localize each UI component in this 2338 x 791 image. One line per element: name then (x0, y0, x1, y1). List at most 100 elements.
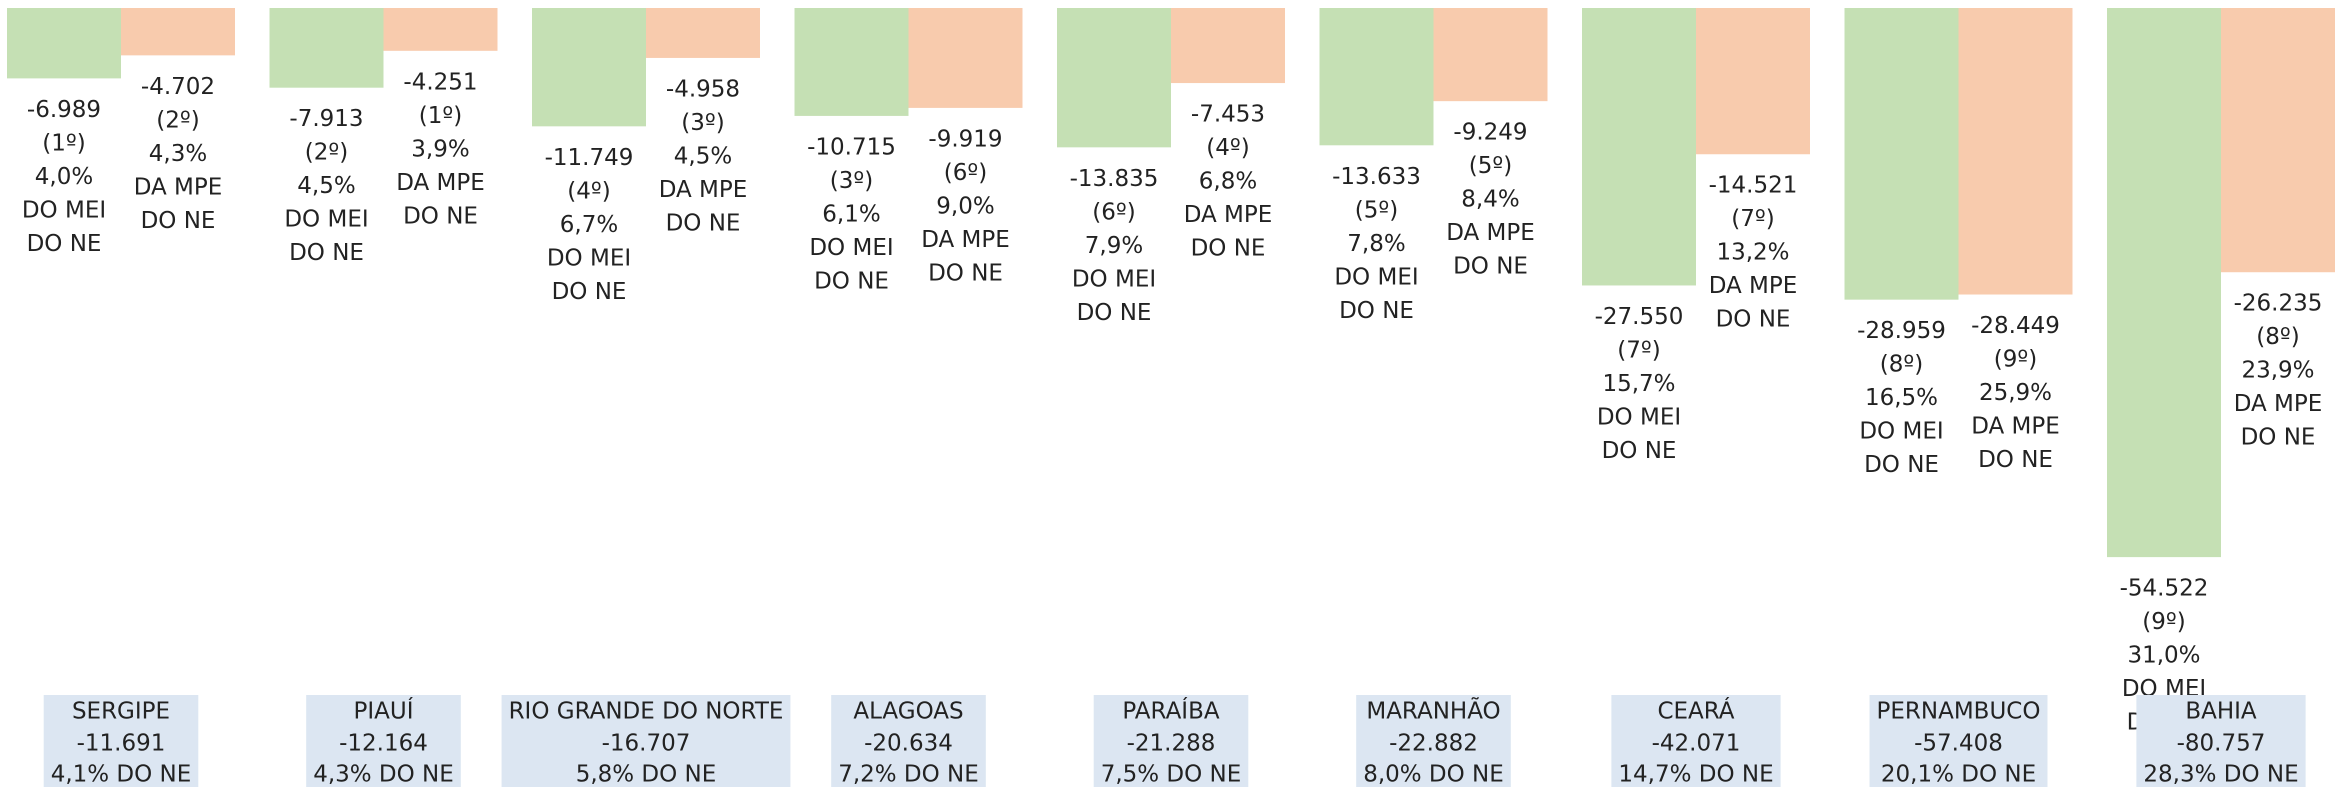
bar (794, 8, 909, 116)
state-box-bg (1611, 695, 1781, 787)
bar-label: DO MEI (547, 245, 631, 271)
bar (1696, 8, 1810, 155)
bar-label: 6,8% (1199, 169, 1257, 195)
bar-label: -13.835 (1070, 166, 1159, 192)
state-total: -22.882 (1389, 731, 1478, 757)
state-box-bg (501, 695, 791, 787)
bar-label: 15,7% (1602, 371, 1675, 397)
bar-label: DA MPE (1971, 414, 2060, 440)
bar-label: (1º) (419, 103, 462, 129)
state-total: -20.634 (864, 731, 953, 757)
bar (646, 8, 760, 58)
state-box: ALAGOAS -20.634 7,2% DO NE (831, 695, 986, 788)
state-name: ALAGOAS (853, 699, 963, 725)
state-share: 20,1% DO NE (1881, 762, 2036, 788)
bar-label: (9º) (1994, 347, 2037, 373)
bar-label: -28.449 (1971, 313, 2060, 339)
state-box: RIO GRANDE DO NORTE -16.707 5,8% DO NE (501, 695, 791, 788)
state-total: -11.691 (77, 731, 166, 757)
state-name: BAHIA (2185, 699, 2257, 725)
bar-label: 3,9% (411, 136, 469, 162)
bar-label: -4.958 (666, 76, 740, 102)
bar-label: DA MPE (1709, 273, 1798, 299)
bar (7, 8, 121, 79)
bar-label: (7º) (1617, 337, 1660, 363)
bar-label: (6º) (1092, 199, 1135, 225)
bar (1433, 8, 1548, 102)
bar-label: DO NE (1191, 236, 1266, 262)
bar-label: -10.715 (807, 134, 896, 160)
bar-label: 7,8% (1347, 231, 1405, 257)
bar-label: DO MEI (1859, 419, 1943, 445)
bar-label: DO NE (1864, 452, 1939, 478)
state-box: BAHIA -80.757 28,3% DO NE (2136, 695, 2306, 788)
bar-label: 16,5% (1865, 385, 1938, 411)
state-box-bg (2136, 695, 2306, 787)
bar-label: DO NE (1978, 447, 2053, 473)
state-total: -12.164 (339, 731, 428, 757)
bar-label: DO MEI (284, 207, 368, 233)
bar (1582, 8, 1696, 286)
state-box-bg (1093, 695, 1249, 787)
state-share: 4,3% DO NE (313, 762, 454, 788)
bar-label: DA MPE (921, 227, 1010, 253)
bar-label: (2º) (305, 140, 348, 166)
state-share: 14,7% DO NE (1618, 762, 1773, 788)
bar-label: (4º) (1206, 135, 1249, 161)
state-box: PIAUÍ -12.164 4,3% DO NE (306, 695, 461, 788)
bar-label: -26.235 (2234, 291, 2323, 317)
bar-label: (3º) (830, 168, 873, 194)
bar-label: (9º) (2142, 609, 2185, 635)
bar-label: DO NE (1339, 298, 1414, 324)
bar-label: -13.633 (1332, 164, 1421, 190)
bar-label: DA MPE (1446, 220, 1535, 246)
bar-label: DO NE (141, 208, 216, 234)
state-name: PERNAMBUCO (1877, 699, 2041, 725)
state-name: PIAUÍ (353, 697, 413, 725)
state-share: 4,1% DO NE (51, 762, 192, 788)
bar-label: (1º) (42, 130, 85, 156)
state-box: SERGIPE -11.691 4,1% DO NE (43, 695, 199, 788)
bar-label: -11.749 (545, 145, 634, 171)
bar-label: -27.550 (1595, 304, 1684, 330)
bar-label: DO MEI (1072, 266, 1156, 292)
state-share: 7,5% DO NE (1101, 762, 1242, 788)
bar-label: 9,0% (936, 193, 994, 219)
bar-label: 23,9% (2241, 358, 2314, 384)
bar-label: 4,0% (35, 164, 93, 190)
bar (2221, 8, 2335, 273)
bar-label: DO NE (814, 268, 889, 294)
bar-label: 25,9% (1979, 380, 2052, 406)
bar-label: -4.251 (403, 69, 477, 95)
bar-label: -4.702 (141, 74, 215, 100)
bar-label: -6.989 (27, 97, 101, 123)
bar-label: -7.453 (1191, 102, 1265, 128)
bar (383, 8, 498, 51)
state-total: -42.071 (1652, 731, 1741, 757)
bar-label: DO NE (928, 260, 1003, 286)
bar-label: DA MPE (659, 177, 748, 203)
state-box: PERNAMBUCO -57.408 20,1% DO NE (1869, 695, 2048, 788)
state-box-bg (306, 695, 461, 787)
bar-label: DA MPE (2234, 391, 2323, 417)
bar-label: (3º) (681, 110, 724, 136)
bar-label: DA MPE (396, 170, 485, 196)
bar-label: -54.522 (2120, 576, 2209, 602)
state-total: -21.288 (1127, 731, 1216, 757)
bar (269, 8, 384, 88)
bar-label: DO NE (552, 279, 627, 305)
state-share: 7,2% DO NE (838, 762, 979, 788)
state-box-bg (43, 695, 199, 787)
bar-label: (5º) (1355, 197, 1398, 223)
state-box-bg (1869, 695, 2048, 787)
bar-label: 6,7% (560, 212, 618, 238)
state-total: -57.408 (1914, 731, 2003, 757)
bar-label: 4,5% (674, 143, 732, 169)
bar-label: DO MEI (22, 197, 106, 223)
bar-label: DO NE (1453, 254, 1528, 280)
state-box: CEARÁ -42.071 14,7% DO NE (1611, 695, 1781, 788)
state-box: MARANHÃO -22.882 8,0% DO NE (1356, 695, 1511, 788)
bar-label: -9.249 (1453, 120, 1527, 146)
bar (1319, 8, 1434, 146)
